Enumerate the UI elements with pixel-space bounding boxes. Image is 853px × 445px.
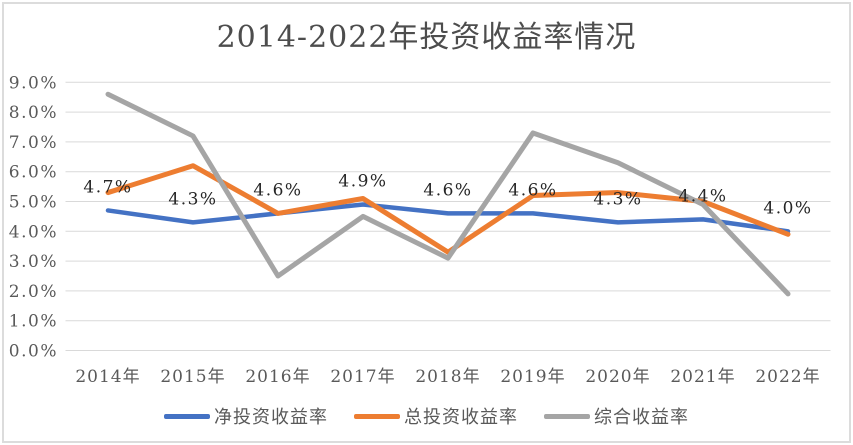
y-tick-label: 2.0% [9, 282, 58, 302]
legend-label: 综合收益率 [594, 407, 689, 428]
legend-line-swatch [164, 413, 210, 419]
data-label: 4.9% [338, 171, 387, 191]
data-label: 4.3% [168, 189, 217, 209]
series-polyline-0 [105, 202, 791, 234]
x-tick-label: 2015年 [160, 367, 225, 387]
x-tick-label: 2019年 [500, 367, 565, 387]
legend-item: 净投资收益率 [164, 403, 328, 429]
data-label: 4.6% [253, 180, 302, 200]
data-label: 4.6% [423, 180, 472, 200]
y-tick-label: 1.0% [9, 312, 58, 332]
chart-title: 2014-2022年投资收益率情况 [216, 20, 637, 55]
y-tick-label: 7.0% [9, 133, 58, 153]
y-tick-label: 0.0% [9, 342, 58, 362]
data-label: 4.4% [678, 186, 727, 206]
legend-line-swatch [354, 413, 400, 419]
y-tick-label: 5.0% [9, 193, 58, 213]
data-label: 4.7% [83, 177, 132, 197]
y-tick-label: 6.0% [9, 163, 58, 183]
data-label: 4.3% [593, 189, 642, 209]
legend-label: 总投资收益率 [404, 407, 518, 428]
legend-line-swatch [544, 413, 590, 419]
data-label: 4.6% [508, 180, 557, 200]
legend-item: 综合收益率 [544, 403, 689, 429]
y-tick-label: 8.0% [9, 103, 58, 123]
y-tick-label: 3.0% [9, 252, 58, 272]
series-polyline-2 [105, 91, 791, 297]
x-tick-label: 2022年 [755, 367, 820, 387]
legend: 净投资收益率 总投资收益率 综合收益率 [0, 401, 853, 431]
legend-label: 净投资收益率 [214, 407, 328, 428]
x-tick-label: 2021年 [670, 367, 735, 387]
x-tick-label: 2020年 [585, 367, 650, 387]
x-tick-label: 2016年 [245, 367, 310, 387]
legend-item: 总投资收益率 [354, 403, 518, 429]
x-tick-label: 2017年 [330, 367, 395, 387]
x-tick-label: 2014年 [75, 367, 140, 387]
x-tick-label: 2018年 [415, 367, 480, 387]
y-tick-label: 4.0% [9, 222, 58, 242]
data-label: 4.0% [763, 198, 812, 218]
y-tick-label: 9.0% [9, 73, 58, 93]
